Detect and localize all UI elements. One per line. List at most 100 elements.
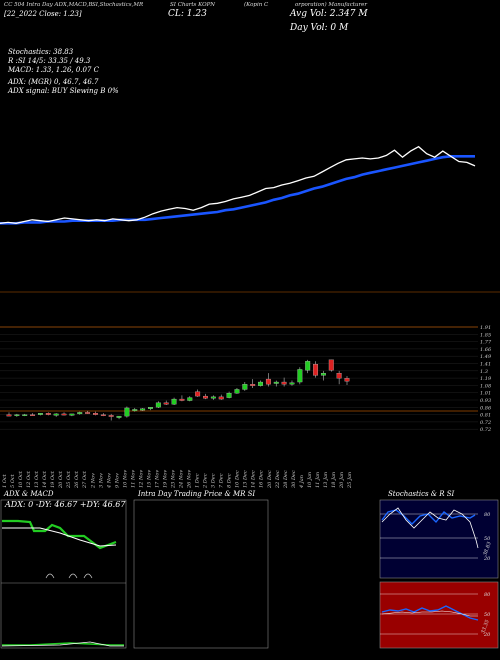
rsi-level-label: 20 — [483, 632, 491, 638]
macd-line — [2, 642, 124, 646]
candle-body — [163, 402, 169, 405]
adx-panel-title: ADX & MACD — [4, 490, 54, 498]
mrsi-panel-frame — [133, 499, 269, 649]
date-label: 22 Dec — [275, 470, 281, 489]
candle-body — [30, 414, 36, 416]
date-label: 26 Oct — [74, 470, 80, 489]
date-label: 16 Dec — [259, 470, 265, 488]
header-title-2: SI,Stochastics,MR — [92, 2, 144, 8]
macd-signal-line — [1, 641, 124, 647]
header-title-4: (Kopin C — [244, 2, 269, 8]
stoch-level-label: 20 — [483, 556, 491, 562]
candle-body — [218, 396, 224, 400]
date-label: 2 Dec — [203, 473, 209, 489]
date-label: 2 Nov — [90, 473, 96, 489]
date-label: 25 Oct — [66, 470, 72, 489]
date-label: 19 Oct — [50, 470, 56, 488]
candle-body — [297, 369, 303, 383]
header-title-3: SI Charts KOPN — [170, 2, 216, 8]
candle-body — [37, 412, 43, 415]
candle-body — [289, 382, 295, 385]
date-label: 30 Dec — [291, 470, 297, 488]
price-tick-label: 1.3 — [480, 369, 488, 375]
rsi-signal-line — [381, 610, 478, 617]
adx-panel-frame — [0, 499, 127, 649]
candle-body — [250, 384, 256, 386]
date-label: 19 Nov — [163, 470, 169, 488]
candle-body — [155, 402, 161, 408]
candle-body — [328, 359, 334, 371]
date-label: 1 Dec — [195, 473, 201, 488]
candle-body — [100, 414, 106, 416]
date-label: 14 Dec — [251, 470, 257, 488]
price-tick-label: 1.49 — [480, 354, 492, 360]
candle-body — [140, 408, 146, 411]
moving-average-line — [0, 155, 475, 225]
price-tick-label: 1.08 — [480, 383, 491, 389]
date-label: 1 Oct — [2, 473, 8, 488]
date-label: 24 Nov — [179, 470, 185, 489]
price-tick-label: 0.86 — [480, 405, 492, 411]
candle-body — [45, 412, 51, 415]
rsi-level-label: 50 — [484, 612, 491, 618]
candle-body — [344, 378, 350, 382]
di-line — [2, 527, 117, 547]
candle-body — [281, 381, 287, 385]
stoch-d-line — [381, 507, 479, 549]
candle-body — [171, 398, 177, 405]
candle-body — [61, 413, 67, 416]
candle-body — [195, 391, 201, 397]
date-label: 10 Oct — [18, 470, 24, 488]
date-label: 14 Oct — [42, 470, 48, 488]
date-label: 10 Nov — [122, 470, 128, 488]
date-label: 3 Dec — [211, 473, 217, 488]
histogram-bump — [68, 573, 78, 579]
histogram-bump — [83, 573, 93, 579]
candle-body — [258, 381, 263, 386]
candle-body — [320, 372, 326, 376]
candle-body — [69, 413, 75, 416]
candle-body — [77, 412, 83, 415]
rsi-level-label: 80 — [484, 592, 491, 598]
date-label: 15 Nov — [146, 470, 152, 488]
avg-volume: Avg Vol: 2.347 M — [290, 9, 368, 19]
date-label: 4 Nov — [106, 473, 112, 489]
date-label: 17 Nov — [154, 470, 160, 488]
price-tick-label: 1.01 — [480, 391, 491, 397]
stoch-level-label: 80 — [484, 512, 491, 518]
header-title-5: orporation) Manufacturer — [295, 2, 368, 8]
close-label: CL: 1.23 — [168, 9, 207, 19]
rsi-value-label: 33.35 — [480, 619, 491, 635]
price-tick-label: 1.85 — [480, 332, 491, 338]
date-label: 18 Jan — [331, 472, 337, 488]
rsi-panel-frame — [379, 581, 499, 649]
histogram-bump — [45, 573, 55, 579]
candle-body — [148, 407, 153, 409]
candle-body — [85, 412, 91, 414]
price-tick-label: 0.93 — [480, 398, 491, 404]
candle-body — [336, 372, 342, 379]
stoch-value-label: 38.83 — [482, 541, 493, 557]
price-tick-label: 1.19 — [480, 376, 492, 382]
candle-body — [132, 409, 138, 411]
price-line — [0, 145, 476, 224]
date-label: 11 Jan — [315, 472, 321, 488]
date-label: 20 Dec — [267, 470, 273, 489]
candle-body — [305, 361, 311, 371]
price-tick-label: 1.66 — [480, 347, 492, 353]
macd-readout: MACD: 1.33, 1.26, 0.07 C — [8, 66, 100, 74]
date-label: 28 Dec — [283, 470, 289, 489]
mrsi-panel-title: Intra Day Trading Price & MR SI — [138, 490, 256, 498]
date-label: 20 Oct — [58, 470, 64, 489]
date-label: 5 Oct — [10, 473, 16, 488]
date-label: 10 Jan — [307, 472, 313, 488]
candle-body — [108, 415, 114, 417]
candle-body — [6, 414, 12, 417]
candle-body — [265, 378, 271, 385]
date-label: 3 Nov — [98, 473, 104, 488]
adx-readout: ADX: (MGR) 0, 46.7, 46.7 — [8, 78, 99, 86]
date-label: 10 Dec — [235, 470, 241, 488]
candle-body — [53, 413, 59, 416]
candle-body — [116, 415, 122, 418]
date-label: 25 Jan — [347, 472, 353, 489]
